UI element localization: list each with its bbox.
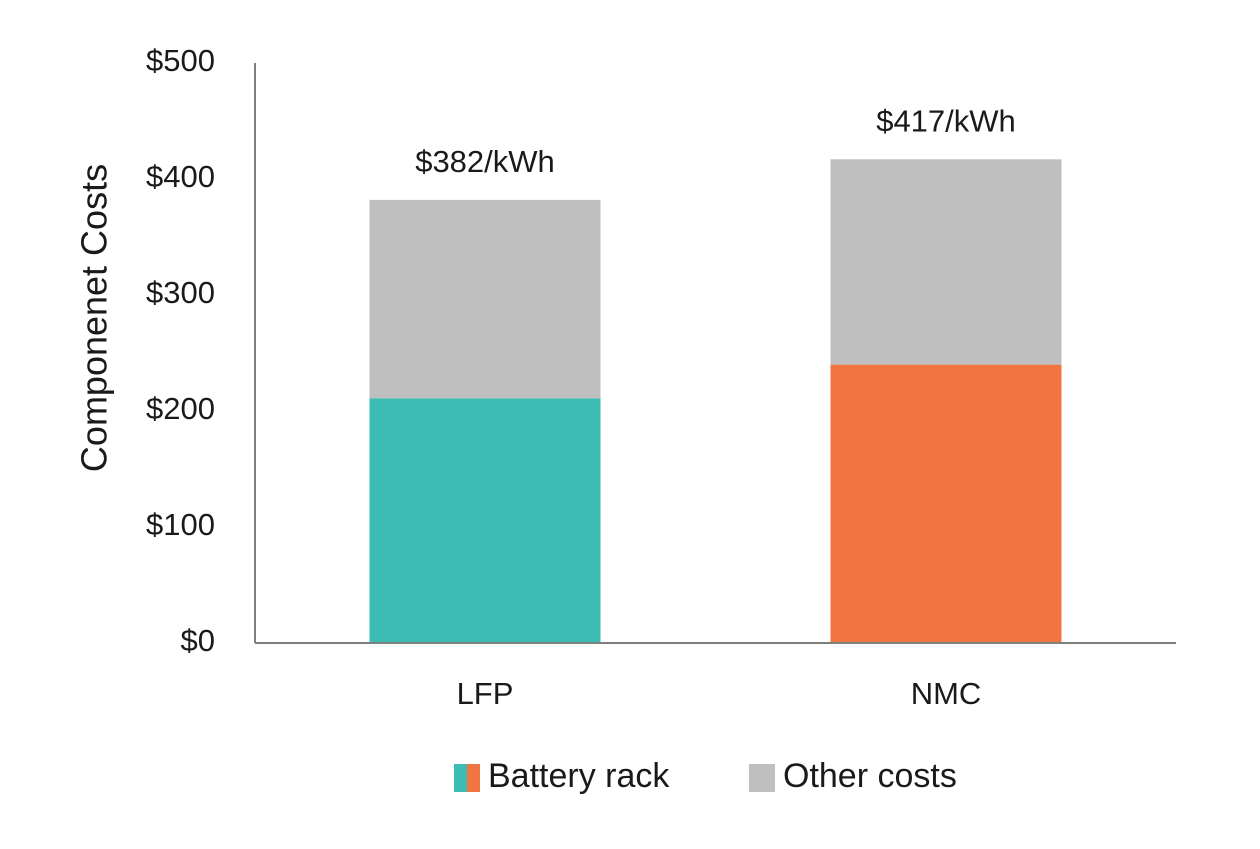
bar-total-label: $417/kWh — [876, 103, 1016, 138]
total-labels: $382/kWh $417/kWh — [415, 103, 1016, 179]
y-tick-label: $300 — [146, 275, 215, 310]
bars-group — [369, 159, 1062, 643]
bar-total-label: $382/kWh — [415, 144, 555, 179]
y-tick-label: $400 — [146, 159, 215, 194]
y-tick-label: $500 — [146, 43, 215, 78]
x-category-label: LFP — [457, 676, 514, 711]
bar-segment-nmc-other-costs — [830, 159, 1062, 365]
y-tick-label: $0 — [181, 623, 215, 658]
legend: Battery rack Other costs — [454, 757, 957, 795]
legend-item-other-costs: Other costs — [749, 757, 957, 795]
legend-label: Battery rack — [488, 757, 670, 795]
bar-segment-nmc-battery-rack — [830, 364, 1062, 643]
bar-segment-lfp-battery-rack — [369, 398, 601, 643]
legend-swatch — [454, 764, 467, 792]
legend-swatch — [467, 764, 480, 792]
legend-label: Other costs — [783, 757, 957, 795]
category-labels: LFP NMC — [457, 676, 982, 711]
legend-item-battery-rack: Battery rack — [454, 757, 670, 795]
y-tick-label: $200 — [146, 391, 215, 426]
y-axis-ticks: $0 $100 $200 $300 $400 $500 — [146, 43, 215, 658]
x-category-label: NMC — [911, 676, 982, 711]
y-axis-title: Componenet Costs — [74, 164, 115, 472]
legend-swatch — [749, 764, 775, 792]
y-tick-label: $100 — [146, 507, 215, 542]
bar-segment-lfp-other-costs — [369, 199, 601, 399]
